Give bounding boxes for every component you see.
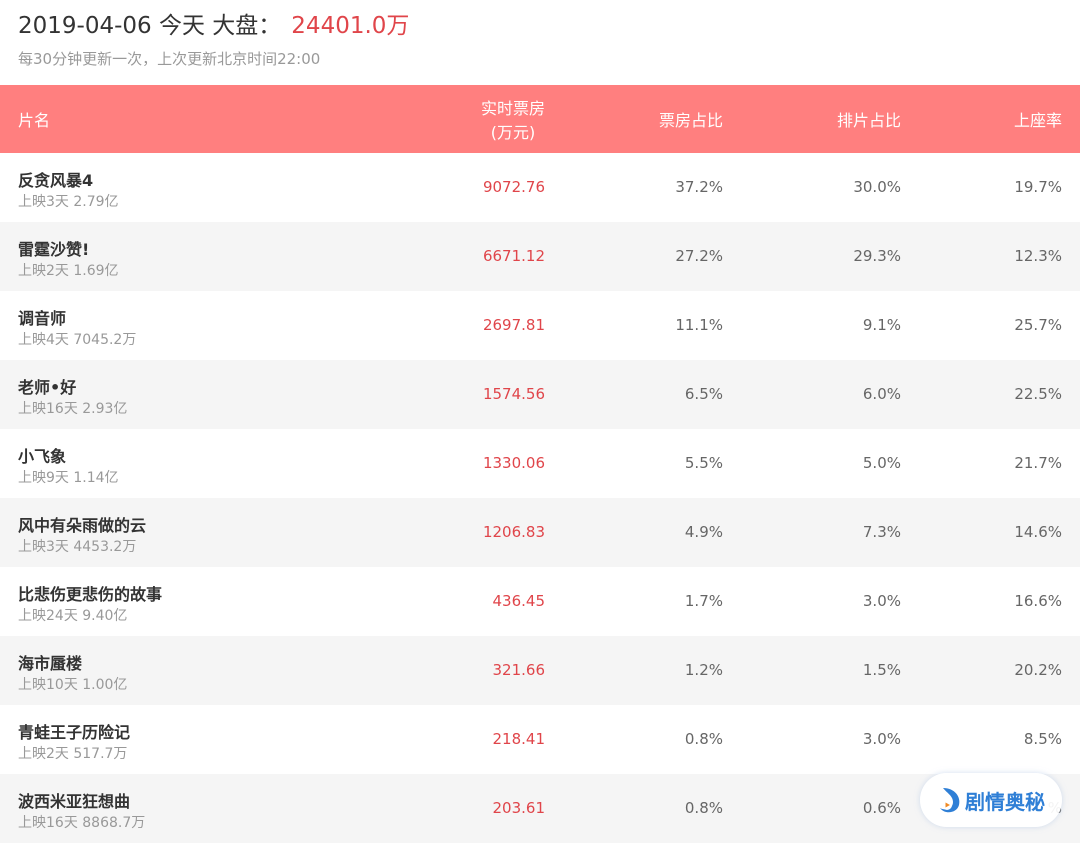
box-share: 1.7% bbox=[684, 592, 723, 610]
box-office: 436.45 bbox=[492, 592, 546, 610]
show-share: 5.0% bbox=[862, 454, 901, 472]
movie-meta: 上映4天 7045.2万 bbox=[18, 332, 137, 348]
box-office: 1330.06 bbox=[482, 454, 545, 472]
page-title: 2019-04-06 今天 大盘： 24401.0万 bbox=[18, 6, 409, 40]
table-row[interactable]: 青蛙王子历险记 上映2天 517.7万 218.41 0.8% 3.0% 8.5% bbox=[0, 705, 1080, 774]
box-office: 1574.56 bbox=[482, 385, 545, 403]
box-office: 321.66 bbox=[492, 661, 546, 679]
movie-name: 海市蜃楼 bbox=[18, 654, 83, 673]
movie-meta: 上映16天 2.93亿 bbox=[18, 401, 128, 417]
movie-name: 比悲伤更悲伤的故事 bbox=[18, 585, 163, 604]
seat-rate: 21.7% bbox=[1014, 454, 1062, 472]
col-show-share: 排片占比 bbox=[836, 111, 901, 130]
play-logo-icon bbox=[940, 788, 960, 813]
movie-name: 老师•好 bbox=[18, 378, 77, 397]
movie-name: 雷霆沙赞! bbox=[18, 240, 90, 259]
movie-name: 青蛙王子历险记 bbox=[18, 723, 131, 742]
movie-meta: 上映2天 1.69亿 bbox=[18, 263, 119, 279]
seat-rate: 20.2% bbox=[1014, 661, 1062, 679]
movie-meta: 上映10天 1.00亿 bbox=[18, 677, 128, 693]
watermark: 剧情奥秘 bbox=[920, 773, 1062, 827]
show-share: 6.0% bbox=[862, 385, 901, 403]
box-share: 5.5% bbox=[684, 454, 723, 472]
seat-rate: 16.6% bbox=[1014, 592, 1062, 610]
show-share: 30.0% bbox=[853, 178, 901, 196]
box-office: 6671.12 bbox=[482, 247, 545, 265]
box-office: 203.61 bbox=[492, 799, 546, 817]
seat-rate: 12.3% bbox=[1014, 247, 1062, 265]
show-share: 3.0% bbox=[862, 592, 901, 610]
box-office: 218.41 bbox=[492, 730, 546, 748]
box-share: 27.2% bbox=[675, 247, 723, 265]
box-share: 37.2% bbox=[675, 178, 723, 196]
col-name: 片名 bbox=[18, 111, 51, 130]
show-share: 9.1% bbox=[862, 316, 901, 334]
table-row[interactable]: 雷霆沙赞! 上映2天 1.69亿 6671.12 27.2% 29.3% 12.3% bbox=[0, 222, 1080, 291]
box-share: 0.8% bbox=[684, 799, 723, 817]
movie-name: 调音师 bbox=[18, 309, 67, 328]
movie-meta: 上映16天 8868.7万 bbox=[18, 815, 146, 831]
seat-rate: 8.5% bbox=[1023, 730, 1062, 748]
box-share: 11.1% bbox=[675, 316, 723, 334]
movie-meta: 上映24天 9.40亿 bbox=[18, 608, 128, 624]
col-box-office-label: 实时票房 bbox=[480, 99, 545, 118]
movie-name: 小飞象 bbox=[18, 447, 67, 466]
movie-table: 反贪风暴4 上映3天 2.79亿 9072.76 37.2% 30.0% 19.7% 雷霆沙… bbox=[0, 153, 1080, 843]
show-share: 0.6% bbox=[862, 799, 901, 817]
date: 2019-04-06 bbox=[18, 13, 152, 39]
box-share: 1.2% bbox=[684, 661, 723, 679]
seat-rate: 22.5% bbox=[1014, 385, 1062, 403]
table-row[interactable]: 反贪风暴4 上映3天 2.79亿 9072.76 37.2% 30.0% 19.7% bbox=[0, 153, 1080, 222]
movie-meta: 上映3天 2.79亿 bbox=[18, 194, 119, 210]
update-note: 每30分钟更新一次，上次更新北京时间22:00 bbox=[18, 50, 321, 68]
watermark-text: 剧情奥秘 bbox=[965, 789, 1045, 814]
table-row[interactable]: 风中有朵雨做的云 上映3天 4453.2万 1206.83 4.9% 7.3% 14.6% bbox=[0, 498, 1080, 567]
movie-name: 波西米亚狂想曲 bbox=[18, 792, 131, 811]
box-share: 4.9% bbox=[684, 523, 723, 541]
seat-rate: 25.7% bbox=[1014, 316, 1062, 334]
table-row[interactable]: 小飞象上映9天 1.14亿 1330.06 5.5% 5.0% 21.7% bbox=[0, 429, 1080, 498]
show-share: 3.0% bbox=[862, 730, 901, 748]
seat-rate: 19.7% bbox=[1014, 178, 1062, 196]
col-box-office-unit: (万元) bbox=[490, 123, 536, 142]
col-seat-rate: 上座率 bbox=[1013, 111, 1062, 130]
show-share: 1.5% bbox=[862, 661, 901, 679]
market-label: 大盘： bbox=[212, 13, 282, 39]
show-share: 7.3% bbox=[862, 523, 901, 541]
box-share: 6.5% bbox=[684, 385, 723, 403]
table-row[interactable]: 调音师上映4天 7045.2万 2697.81 11.1% 9.1% 25.7% bbox=[0, 291, 1080, 360]
table-row[interactable]: 比悲伤更悲伤的故事 上映24天 9.40亿 436.45 1.7% 3.0% 16.6% bbox=[0, 567, 1080, 636]
col-box-office: 实时票房 (万元) bbox=[481, 85, 545, 153]
movie-meta: 上映3天 4453.2万 bbox=[18, 539, 137, 555]
box-share: 0.8% bbox=[684, 730, 723, 748]
show-share: 29.3% bbox=[853, 247, 901, 265]
box-office: 1206.83 bbox=[482, 523, 545, 541]
box-office: 9072.76 bbox=[482, 178, 545, 196]
movie-meta: 上映2天 517.7万 bbox=[18, 746, 128, 762]
table-row[interactable]: 老师•好上映16天 2.93亿 1574.56 6.5% 6.0% 22.5% bbox=[0, 360, 1080, 429]
movie-meta: 上映9天 1.14亿 bbox=[18, 470, 119, 486]
box-office: 2697.81 bbox=[482, 316, 545, 334]
movie-name: 风中有朵雨做的云 bbox=[18, 516, 147, 535]
total-box-office: 24401.0万 bbox=[291, 13, 410, 39]
table-header: 片名 实时票房 (万元) 票房占比 排片占比 上座率 bbox=[0, 85, 1080, 153]
col-box-share: 票房占比 bbox=[658, 111, 723, 130]
movie-name: 反贪风暴4 bbox=[18, 171, 94, 190]
today-label: 今天 bbox=[158, 13, 205, 39]
seat-rate: 14.6% bbox=[1014, 523, 1062, 541]
table-row[interactable]: 海市蜃楼上映10天 1.00亿 321.66 1.2% 1.5% 20.2% bbox=[0, 636, 1080, 705]
